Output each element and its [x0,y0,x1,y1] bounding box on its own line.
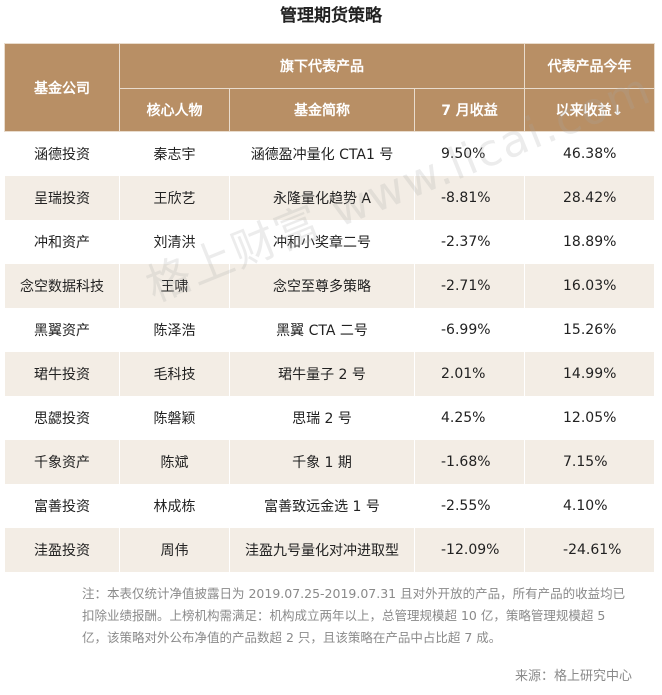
header-company: 基金公司 [4,43,120,132]
cell-july-return: -8.81% [413,175,526,220]
cell-company: 思勰投资 [4,395,120,440]
cell-july-return: -1.68% [413,439,526,484]
cell-ytd-return: 12.05% [524,395,656,440]
table-row: 呈瑞投资 王欣艺 永隆量化趋势 A -8.81% 28.42% [4,175,656,220]
cell-person: 林成栋 [119,483,230,528]
cell-person: 王欣艺 [119,175,230,220]
cell-ytd-return: 18.89% [524,219,656,264]
cell-fund: 千象 1 期 [229,439,415,484]
cell-fund: 念空至尊多策略 [229,263,415,308]
cell-company: 涵德投资 [4,131,120,176]
cell-ytd-return: 14.99% [524,351,656,396]
cell-july-return: -2.55% [413,483,526,528]
header-ytd-return-top: 代表产品今年 [524,43,656,89]
cell-ytd-return: 28.42% [524,175,656,220]
header-ytd-return-bottom: 以来收益↓ [524,88,656,132]
cell-person: 王啸 [119,263,230,308]
cell-july-return: -2.71% [413,263,526,308]
cell-person: 秦志宇 [119,131,230,176]
cell-company: 富善投资 [4,483,120,528]
cell-person: 陈磐颖 [119,395,230,440]
cell-fund: 黑翼 CTA 二号 [229,307,415,352]
cell-company: 洼盈投资 [4,527,120,572]
table-row: 黑翼资产 陈泽浩 黑翼 CTA 二号 -6.99% 15.26% [4,307,656,352]
cell-person: 周伟 [119,527,230,572]
cell-person: 陈泽浩 [119,307,230,352]
cell-company: 珺牛投资 [4,351,120,396]
cell-fund: 冲和小奖章二号 [229,219,415,264]
cell-fund: 永隆量化趋势 A [229,175,415,220]
cell-ytd-return: -24.61% [524,527,656,572]
table-body: 涵德投资 秦志宇 涵德盈冲量化 CTA1 号 9.50% 46.38% 呈瑞投资… [4,131,656,572]
cell-july-return: -2.37% [413,219,526,264]
footnote: 注：本表仅统计净值披露日为 2019.07.25-2019.07.31 且对外开… [82,586,626,645]
cell-july-return: 9.50% [413,131,526,176]
table-row: 涵德投资 秦志宇 涵德盈冲量化 CTA1 号 9.50% 46.38% [4,131,656,176]
table-row: 思勰投资 陈磐颖 思瑞 2 号 4.25% 12.05% [4,395,656,440]
cell-july-return: 4.25% [413,395,526,440]
table-row: 珺牛投资 毛科技 珺牛量子 2 号 2.01% 14.99% [4,351,656,396]
table-row: 念空数据科技 王啸 念空至尊多策略 -2.71% 16.03% [4,263,656,308]
cell-ytd-return: 4.10% [524,483,656,528]
table-row: 千象资产 陈斌 千象 1 期 -1.68% 7.15% [4,439,656,484]
cell-fund: 富善致远金选 1 号 [229,483,415,528]
cell-ytd-return: 16.03% [524,263,656,308]
source-credit: 来源：格上研究中心 [514,669,632,684]
cell-fund: 洼盈九号量化对冲进取型 [229,527,415,572]
cell-fund: 涵德盈冲量化 CTA1 号 [229,131,415,176]
cell-person: 刘清洪 [119,219,230,264]
cell-person: 陈斌 [119,439,230,484]
page-title: 管理期货策略 [280,6,382,26]
table-row: 洼盈投资 周伟 洼盈九号量化对冲进取型 -12.09% -24.61% [4,527,656,572]
cell-fund: 珺牛量子 2 号 [229,351,415,396]
table-row: 富善投资 林成栋 富善致远金选 1 号 -2.55% 4.10% [4,483,656,528]
cell-ytd-return: 7.15% [524,439,656,484]
header-fund-name: 基金简称 [229,88,415,132]
cell-july-return: 2.01% [413,351,526,396]
strategy-table: 基金公司 旗下代表产品 代表产品今年 核心人物 基金简称 7 月收益 以来收益↓… [4,43,656,572]
cell-july-return: -6.99% [413,307,526,352]
cell-company: 黑翼资产 [4,307,120,352]
cell-ytd-return: 15.26% [524,307,656,352]
cell-company: 念空数据科技 [4,263,120,308]
cell-company: 呈瑞投资 [4,175,120,220]
header-july-return: 7 月收益 [413,88,526,132]
table-row: 冲和资产 刘清洪 冲和小奖章二号 -2.37% 18.89% [4,219,656,264]
cell-ytd-return: 46.38% [524,131,656,176]
header-person: 核心人物 [119,88,230,132]
cell-company: 冲和资产 [4,219,120,264]
cell-fund: 思瑞 2 号 [229,395,415,440]
cell-company: 千象资产 [4,439,120,484]
cell-july-return: -12.09% [413,527,526,572]
header-product-group: 旗下代表产品 [118,43,526,89]
cell-person: 毛科技 [119,351,230,396]
